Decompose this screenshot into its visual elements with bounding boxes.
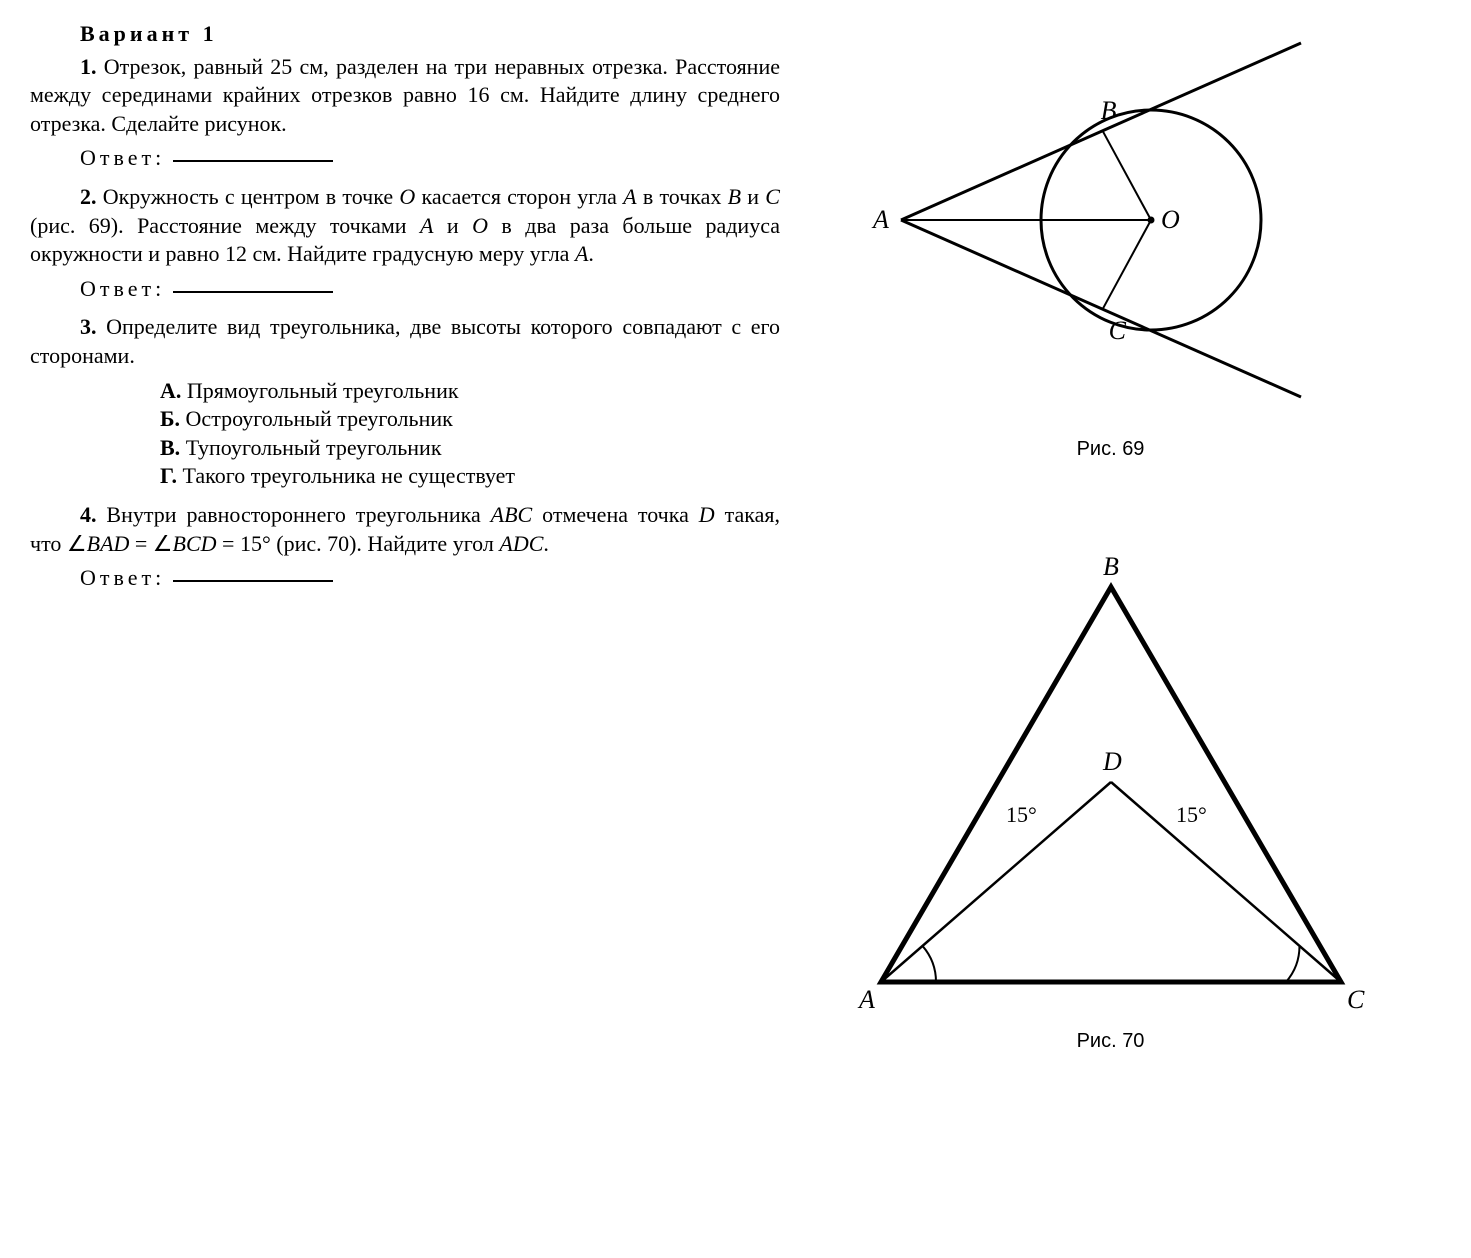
problem-3-text: Определите вид треугольника, две высоты … [30, 314, 780, 368]
svg-text:C: C [1108, 316, 1126, 345]
problem-3: 3. Определите вид треугольника, две высо… [30, 313, 780, 370]
svg-text:C: C [1347, 985, 1365, 1014]
svg-text:B: B [1103, 552, 1119, 581]
svg-text:A: A [857, 985, 875, 1014]
problem-2-num: 2. [80, 184, 97, 209]
problem-2: 2. Окружность с центром в точке O касает… [30, 183, 780, 269]
figure-69: A B C O [841, 20, 1381, 430]
choice-a: А. Прямоугольный треугольник [160, 377, 780, 406]
svg-text:O: O [1161, 205, 1180, 234]
choice-b: Б. Остроугольный треугольник [160, 405, 780, 434]
choice-v: В. Тупоугольный треугольник [160, 434, 780, 463]
problem-4: 4. Внутри равностороннего треугольника A… [30, 501, 780, 558]
svg-text:A: A [871, 205, 889, 234]
answer-label: Ответ: [80, 276, 165, 301]
svg-text:D: D [1102, 747, 1122, 776]
svg-text:15°: 15° [1176, 802, 1207, 827]
problem-3-num: 3. [80, 314, 97, 339]
svg-text:15°: 15° [1006, 802, 1037, 827]
answer-blank[interactable] [173, 580, 333, 582]
svg-text:B: B [1100, 96, 1116, 125]
figure-70-caption: Рис. 70 [1077, 1028, 1145, 1054]
figure-70: 15° 15° A B C D [811, 552, 1411, 1022]
problem-3-choices: А. Прямоугольный треугольник Б. Остроуго… [160, 377, 780, 491]
answer-4: Ответ: [80, 564, 780, 593]
answer-blank[interactable] [173, 291, 333, 293]
choice-g: Г. Такого треугольника не существует [160, 462, 780, 491]
answer-blank[interactable] [173, 160, 333, 162]
problem-1-num: 1. [80, 54, 97, 79]
answer-label: Ответ: [80, 145, 165, 170]
figure-69-caption: Рис. 69 [1077, 436, 1145, 462]
variant-title: Вариант 1 [80, 20, 780, 49]
problem-1-text: Отрезок, равный 25 см, разделен на три н… [30, 54, 780, 136]
answer-2: Ответ: [80, 275, 780, 304]
problem-4-num: 4. [80, 502, 97, 527]
problem-1: 1. Отрезок, равный 25 см, разделен на тр… [30, 53, 780, 139]
answer-label: Ответ: [80, 565, 165, 590]
answer-1: Ответ: [80, 144, 780, 173]
